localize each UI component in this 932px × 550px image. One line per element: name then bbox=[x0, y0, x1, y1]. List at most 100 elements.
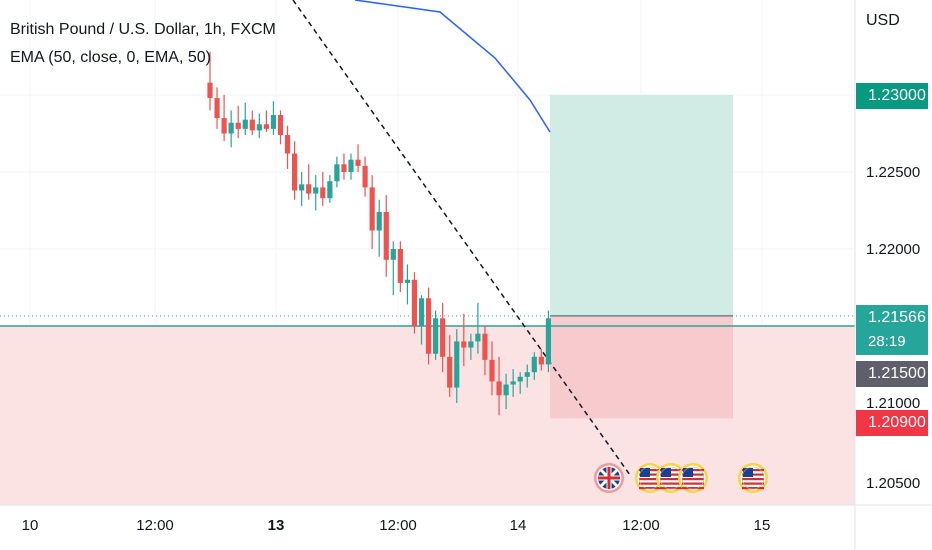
flag-stripe bbox=[660, 478, 682, 481]
candle-body bbox=[496, 381, 502, 396]
candle bbox=[235, 105, 241, 139]
us-flag-icon bbox=[656, 463, 686, 493]
loss-zone[interactable] bbox=[550, 315, 733, 419]
candle-body bbox=[228, 122, 234, 134]
candle-body bbox=[454, 341, 460, 388]
economic-events[interactable] bbox=[594, 463, 768, 493]
time-tick: 12:00 bbox=[622, 517, 660, 534]
profit-zone[interactable] bbox=[550, 95, 733, 316]
candle-body bbox=[468, 341, 474, 348]
current-price-tag: 1.21566 bbox=[856, 305, 928, 331]
candle bbox=[284, 125, 291, 169]
candle-body bbox=[341, 164, 347, 172]
candle bbox=[362, 156, 368, 197]
candle-body bbox=[503, 384, 509, 396]
flag-stripe bbox=[660, 482, 682, 485]
candle bbox=[277, 110, 284, 145]
candle bbox=[468, 333, 474, 360]
candle-body bbox=[270, 115, 277, 129]
candle bbox=[531, 352, 537, 380]
candle bbox=[390, 241, 396, 296]
candle-body bbox=[475, 333, 481, 342]
candle-body bbox=[433, 318, 439, 354]
flag-canton bbox=[640, 468, 650, 477]
currency-label[interactable]: USD bbox=[866, 12, 900, 29]
time-tick: 14 bbox=[509, 517, 527, 534]
candle bbox=[292, 141, 298, 200]
us-flag-icon bbox=[738, 463, 768, 493]
candle bbox=[320, 172, 326, 206]
us-flag-icon bbox=[635, 463, 665, 493]
candle-body bbox=[221, 118, 227, 134]
candle-body bbox=[524, 372, 530, 377]
candle bbox=[369, 175, 375, 249]
flag-stripe bbox=[660, 487, 682, 490]
flag-stripe bbox=[639, 478, 661, 481]
uk-flag-icon bbox=[594, 463, 624, 493]
candle-body bbox=[411, 279, 418, 326]
candle-body bbox=[404, 279, 410, 283]
symbol-title[interactable]: British Pound / U.S. Dollar, 1h, FXCM bbox=[10, 21, 276, 38]
candle-body bbox=[299, 184, 305, 191]
candle bbox=[327, 175, 333, 203]
candle bbox=[221, 95, 227, 142]
candle bbox=[404, 264, 410, 305]
candle-body bbox=[277, 115, 284, 136]
candle-body bbox=[214, 98, 220, 119]
candle-body bbox=[249, 119, 255, 131]
price-tick: 1.22000 bbox=[866, 241, 921, 258]
candle bbox=[242, 102, 248, 136]
candle bbox=[418, 295, 425, 345]
candle-body bbox=[447, 356, 453, 388]
candle-body bbox=[397, 249, 403, 283]
candle-body bbox=[418, 298, 425, 326]
candle bbox=[503, 373, 509, 410]
candle-body bbox=[235, 122, 241, 129]
candle bbox=[517, 372, 523, 394]
flag-canton bbox=[661, 468, 671, 477]
candle bbox=[214, 87, 220, 129]
time-tick: 15 bbox=[753, 517, 771, 534]
ema-50-line bbox=[354, 0, 551, 133]
time-tick: 13 bbox=[267, 517, 285, 534]
flag-stripe bbox=[682, 487, 704, 490]
candle bbox=[228, 110, 234, 148]
candle-body bbox=[489, 359, 495, 382]
trend-line[interactable] bbox=[292, 0, 631, 476]
candle bbox=[496, 356, 502, 416]
candle-body bbox=[313, 187, 319, 194]
candle-body bbox=[376, 212, 382, 231]
flag-stripe bbox=[639, 487, 661, 490]
candle-body bbox=[531, 356, 537, 373]
candle-body bbox=[263, 124, 269, 129]
candle-body bbox=[320, 187, 326, 199]
candle bbox=[440, 302, 446, 373]
flag-stripe bbox=[742, 478, 764, 481]
flag-stripe bbox=[639, 482, 661, 485]
candle-body bbox=[461, 341, 467, 348]
price-tick: 1.22500 bbox=[866, 164, 921, 181]
candle-body bbox=[440, 318, 446, 357]
candle-body bbox=[538, 356, 544, 365]
candle-body bbox=[242, 119, 248, 129]
candle bbox=[411, 272, 418, 334]
flag-stripe bbox=[742, 482, 764, 485]
us-flag-icon bbox=[678, 463, 708, 493]
candle-body bbox=[545, 318, 551, 365]
candle bbox=[447, 335, 453, 397]
candlesticks bbox=[207, 51, 551, 416]
candle bbox=[249, 110, 255, 136]
target-price-tag: 1.23000 bbox=[856, 83, 928, 109]
candle bbox=[461, 313, 467, 367]
candle bbox=[545, 310, 551, 373]
ema-indicator-label[interactable]: EMA (50, close, 0, EMA, 50) bbox=[10, 49, 211, 66]
candle bbox=[348, 153, 354, 180]
flag-canton bbox=[683, 468, 693, 477]
candle bbox=[397, 241, 403, 293]
candle-body bbox=[306, 184, 312, 194]
candle-body bbox=[482, 333, 488, 360]
candle bbox=[383, 195, 389, 277]
candle bbox=[489, 341, 495, 396]
flag-outline bbox=[681, 466, 705, 490]
